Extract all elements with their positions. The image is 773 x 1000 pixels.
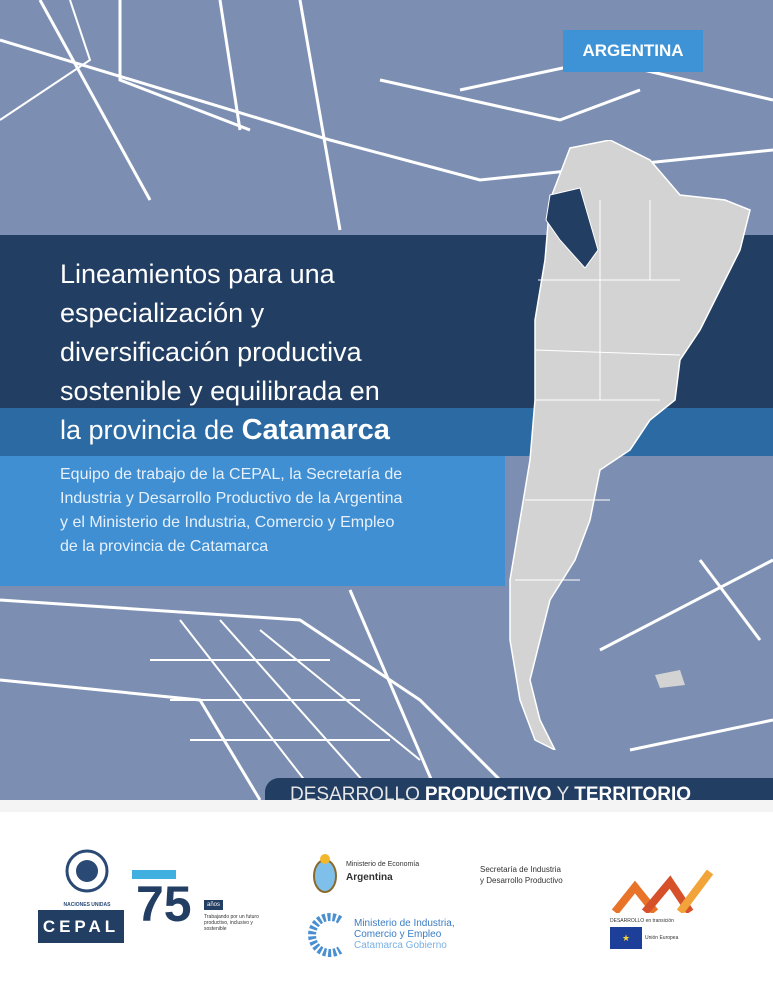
anniversary-number: 75: [136, 876, 192, 932]
eu-text: Unión Europea: [645, 935, 679, 941]
eu-flag-icon: ★: [610, 927, 642, 949]
ministerio-economia-logo: Ministerio de Economía Argentina: [312, 852, 419, 901]
catamarca-province: [545, 187, 599, 269]
subtitle-line: Industria y Desarrollo Productivo de la …: [60, 490, 403, 507]
catamarca-line: Ministerio de Industria,: [354, 918, 455, 929]
series-label: DESARROLLO PRODUCTIVO Y TERRITORIO: [265, 778, 773, 800]
argentina-text: Argentina: [346, 872, 393, 883]
un-text: NACIONES UNIDAS: [63, 902, 111, 908]
series-word: Y: [556, 784, 570, 800]
secretaria-line: Secretaría de Industria: [480, 865, 561, 874]
anniversary-badge: años: [204, 900, 224, 910]
argentina-shape: [509, 140, 751, 750]
title-line: diversificación productiva: [60, 337, 362, 367]
title-line: sostenible y equilibrada en: [60, 376, 380, 406]
cover-image: ARGENTINA Lineamientos para una especial…: [0, 0, 773, 800]
series-word: TERRITORIO: [574, 784, 692, 800]
subtitle-band: [0, 456, 505, 586]
desarrollo-transicion-logo: DESARROLLO en transición ★ Unión Europea: [610, 867, 720, 949]
title-line: Lineamientos para una: [60, 259, 335, 289]
argentina-map: [509, 140, 751, 750]
ministerio-line: Ministerio de Economía: [346, 861, 420, 868]
secretaria-line: y Desarrollo Productivo: [480, 876, 563, 885]
transition-arrows-icon: [611, 869, 714, 915]
catamarca-line: Catamarca Gobierno: [354, 940, 447, 951]
catamarca-text: Ministerio de Industria, Comercio y Empl…: [354, 918, 504, 951]
secretaria-logo: Secretaría de Industria y Desarrollo Pro…: [480, 864, 563, 886]
country-badge: ARGENTINA: [563, 30, 703, 72]
argentina-shield-icon: [313, 854, 337, 893]
title-province: Catamarca: [241, 414, 390, 446]
title-line: la provincia de Catamarca: [60, 411, 530, 450]
title-line: especialización y: [60, 298, 265, 328]
subtitle-line: y el Ministerio de Industria, Comercio y…: [60, 514, 395, 531]
subtitle-line: de la provincia de Catamarca: [60, 538, 269, 555]
document-title: Lineamientos para una especialización y …: [60, 255, 530, 450]
catamarca-line: Comercio y Empleo: [354, 929, 442, 940]
title-prefix: la provincia de: [60, 415, 242, 445]
un-logo: NACIONES UNIDAS: [52, 847, 122, 908]
series-word: DESARROLLO: [290, 784, 420, 800]
logo-strip: NACIONES UNIDAS CEPAL 75 años Trabajando…: [0, 812, 773, 1000]
catamarca-ministerio-logo: Ministerio de Industria, Comercio y Empl…: [308, 912, 455, 963]
transition-text: DESARROLLO en transición: [610, 918, 674, 924]
document-subtitle: Equipo de trabajo de la CEPAL, la Secret…: [60, 463, 500, 559]
cepal-logo: CEPAL: [38, 910, 124, 943]
subtitle-line: Equipo de trabajo de la CEPAL, la Secret…: [60, 466, 403, 483]
anniversary-logo: 75 años Trabajando por un futuro product…: [130, 870, 275, 950]
road-map-background: [0, 0, 773, 800]
un-emblem-icon: [65, 849, 109, 893]
series-word: PRODUCTIVO: [424, 784, 552, 800]
catamarca-c-icon: [308, 913, 343, 957]
anniversary-text: Trabajando por un futuro productivo, inc…: [204, 914, 259, 932]
